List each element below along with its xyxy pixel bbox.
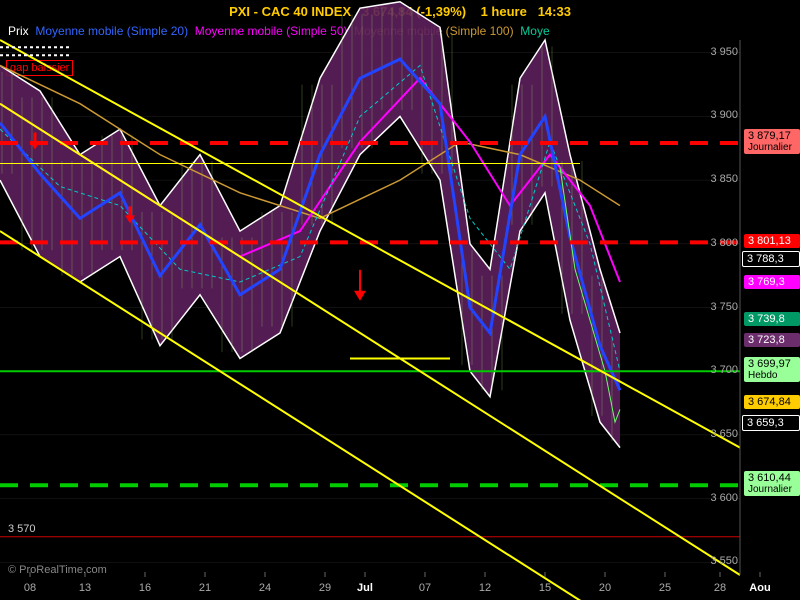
x-axis-tick: 07 (419, 582, 431, 594)
y-axis-tick: 3 800 (710, 237, 738, 249)
price-level-label: 3 723,8 (744, 333, 800, 347)
x-axis-tick: 24 (259, 582, 271, 594)
x-axis-tick: 29 (319, 582, 331, 594)
y-axis-tick: 3 900 (710, 109, 738, 121)
chart-container: PXI - CAC 40 INDEX 3 674,84 (-1,39%) 1 h… (0, 0, 800, 600)
y-axis-tick: 3 550 (710, 555, 738, 567)
watermark: © ProRealTime.com (8, 564, 107, 576)
level-3570-label: 3 570 (8, 523, 36, 535)
y-axis-tick: 3 700 (710, 364, 738, 376)
price-level-label: 3 788,3 (742, 251, 800, 267)
x-axis-tick: 13 (79, 582, 91, 594)
x-axis-tick: 12 (479, 582, 491, 594)
y-axis-tick: 3 850 (710, 173, 738, 185)
x-axis-tick: 20 (599, 582, 611, 594)
price-level-label: 3 659,3 (742, 415, 800, 431)
x-axis-tick: 16 (139, 582, 151, 594)
x-axis-tick: 28 (714, 582, 726, 594)
x-axis-tick: Aou (749, 582, 770, 594)
x-axis-tick: 15 (539, 582, 551, 594)
price-level-label: 3 674,84 (744, 395, 800, 409)
x-axis-tick: 25 (659, 582, 671, 594)
price-level-label: 3 801,13 (744, 234, 800, 248)
chart-plot[interactable] (0, 0, 800, 600)
x-axis-tick: 21 (199, 582, 211, 594)
x-axis-tick: 08 (24, 582, 36, 594)
y-axis-tick: 3 750 (710, 301, 738, 313)
y-axis-tick: 3 950 (710, 46, 738, 58)
x-axis-tick: Jul (357, 582, 373, 594)
price-level-label: 3 699,97Hebdo (744, 357, 800, 382)
price-level-label: 3 879,17Journalier (744, 129, 800, 154)
price-level-label: 3 610,44Journalier (744, 471, 800, 496)
y-axis-tick: 3 600 (710, 492, 738, 504)
price-level-label: 3 739,8 (744, 312, 800, 326)
y-axis-tick: 3 650 (710, 428, 738, 440)
price-level-label: 3 769,3 (744, 275, 800, 289)
